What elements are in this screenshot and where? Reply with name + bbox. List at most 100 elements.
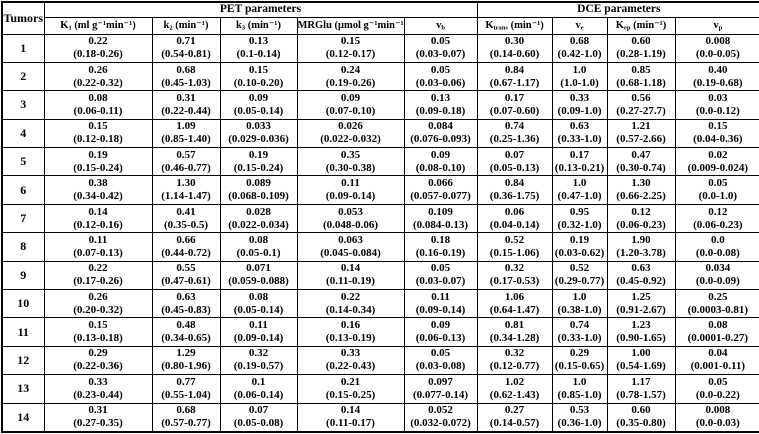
data-cell-ve: 0.63 (0.33-1.0) — [551, 118, 608, 149]
cell-range: (0.12-0.16) — [73, 218, 123, 231]
data-cell-vb: 0.18 (0.16-0.19) — [403, 232, 478, 262]
cell-range: (0.0-0.03) — [695, 417, 740, 430]
cell-mean-value: 1.06 — [504, 290, 525, 303]
data-cell-k3: 0.028 (0.022-0.034) — [219, 203, 298, 234]
cell-mean-value: 0.1 — [251, 375, 266, 388]
data-cell-k3: 0.07 (0.05-0.08) — [219, 402, 298, 433]
cell-range: (0.06-0.11) — [73, 104, 123, 117]
cell-mean-value: 0.29 — [88, 347, 108, 360]
tumor-number: 1 — [1, 33, 45, 63]
column-header-kep: Kep (min⁻¹) — [606, 16, 676, 35]
data-cell-vp: 0.08 (0.0001-0.27) — [674, 317, 759, 347]
column-symbol: v — [713, 19, 719, 31]
cell-range: (0.57-2.66) — [616, 133, 666, 146]
cell-mean-value: 0.66 — [176, 233, 196, 246]
table-row-tumor-5: 5 0.19 (0.15-0.24) 0.57 (0.46-0.77) 0.19 (0.15… — [1, 147, 759, 177]
cell-range: (0.1-0.14) — [236, 48, 281, 61]
column-symbol: v — [436, 19, 442, 31]
cell-range: (0.03-0.07) — [415, 275, 466, 288]
cell-mean-value: 0.95 — [569, 205, 590, 218]
cell-range: (0.077-0.14) — [413, 388, 469, 401]
cell-mean-value: 0.22 — [88, 35, 108, 48]
cell-mean-value: 0.14 — [340, 404, 361, 417]
cell-range: (0.64-1.47) — [489, 303, 540, 316]
data-cell-ktrans: 0.84 (0.36-1.75) — [476, 175, 553, 205]
cell-mean-value: 0.05 — [708, 375, 728, 388]
cell-mean-value: 0.11 — [431, 290, 450, 303]
cell-range: (0.09-0.14) — [233, 332, 284, 345]
tumor-number: 2 — [1, 61, 45, 92]
cell-range: (0.17-0.53) — [489, 275, 540, 288]
cell-range: (0.09-0.18) — [415, 104, 466, 117]
data-cell-kep: 0.85 (0.68-1.18) — [606, 61, 676, 92]
cell-mean-value: 0.41 — [176, 205, 196, 218]
data-cell-k3: 0.32 (0.19-0.57) — [219, 345, 298, 376]
data-cell-k1: 0.38 (0.34-0.42) — [43, 175, 153, 205]
column-symbol: k — [163, 19, 170, 31]
cell-mean-value: 1.0 — [572, 63, 587, 76]
cell-mean-value: 0.07 — [504, 148, 525, 161]
cell-mean-value: 0.052 — [428, 404, 453, 417]
data-cell-k1: 0.29 (0.22-0.36) — [43, 345, 153, 376]
data-cell-k2: 0.41 (0.35-0.5) — [151, 203, 221, 234]
tumor-number: 8 — [1, 232, 45, 262]
data-cell-ve: 0.95 (0.32-1.0) — [551, 203, 608, 234]
cell-range: (0.36-1.0) — [557, 417, 602, 430]
data-cell-vp: 0.40 (0.19-0.68) — [674, 61, 759, 92]
column-symbol-subscript: 2 — [169, 24, 173, 32]
column-header-ve: ve — [551, 16, 608, 35]
cell-range: (0.0003-0.81) — [687, 303, 749, 316]
cell-mean-value: 0.089 — [246, 177, 271, 190]
data-cell-k1: 0.15 (0.12-0.18) — [43, 118, 153, 149]
data-cell-vb: 0.09 (0.08-0.10) — [403, 147, 478, 177]
data-cell-ve: 0.17 (0.13-0.21) — [551, 147, 608, 177]
data-cell-vb: 0.109 (0.084-0.13) — [403, 203, 478, 234]
cell-mean-value: 0.15 — [708, 120, 728, 133]
data-cell-ve: 0.68 (0.42-1.0) — [551, 33, 608, 63]
data-cell-k3: 0.19 (0.15-0.24) — [219, 147, 298, 177]
data-cell-k1: 0.26 (0.20-0.32) — [43, 289, 153, 319]
data-cell-ve: 0.19 (0.03-0.62) — [551, 232, 608, 262]
cell-range: (0.0-0.22) — [695, 388, 740, 401]
cell-range: (1.0-1.0) — [560, 76, 599, 89]
cell-mean-value: 0.52 — [504, 233, 525, 246]
data-cell-k3: 0.09 (0.05-0.14) — [219, 90, 298, 120]
data-cell-ve: 1.0 (1.0-1.0) — [551, 61, 608, 92]
data-cell-kep: 1.30 (0.66-2.25) — [606, 175, 676, 205]
column-symbol: k — [236, 19, 242, 31]
cell-range: (0.35-0.5) — [164, 218, 208, 231]
cell-mean-value: 0.35 — [340, 148, 361, 161]
data-cell-vb: 0.084 (0.076-0.093) — [403, 118, 478, 149]
data-cell-k2: 0.63 (0.45-0.83) — [151, 289, 221, 319]
cell-range: (0.03-0.08) — [415, 360, 466, 373]
data-cell-vb: 0.05 (0.03-0.07) — [403, 260, 478, 291]
data-cell-vp: 0.05 (0.0-0.22) — [674, 374, 759, 404]
data-cell-k1: 0.22 (0.17-0.26) — [43, 260, 153, 291]
data-cell-mrglu: 0.24 (0.19-0.26) — [296, 61, 405, 92]
cell-mean-value: 0.053 — [338, 205, 363, 218]
data-cell-ve: 0.53 (0.36-1.0) — [551, 402, 608, 433]
cell-mean-value: 0.81 — [504, 319, 525, 332]
data-cell-vb: 0.066 (0.057-0.077) — [403, 175, 478, 205]
cell-mean-value: 0.19 — [248, 148, 269, 161]
data-cell-ktrans: 0.32 (0.12-0.77) — [476, 345, 553, 376]
cell-range: (0.07-0.13) — [73, 246, 123, 259]
cell-range: (0.04-0.36) — [693, 133, 743, 146]
cell-mean-value: 0.09 — [248, 91, 269, 104]
data-cell-ve: 1.0 (0.47-1.0) — [551, 175, 608, 205]
cell-range: (0.13-0.19) — [325, 332, 376, 345]
data-cell-mrglu: 0.026 (0.022-0.032) — [296, 118, 405, 149]
cell-mean-value: 0.0 — [710, 233, 725, 246]
cell-range: (0.05-0.14) — [233, 104, 284, 117]
cell-mean-value: 0.14 — [340, 262, 361, 275]
cell-mean-value: 0.05 — [430, 262, 451, 275]
cell-mean-value: 0.32 — [504, 262, 525, 275]
cell-range: (0.54-0.81) — [161, 48, 211, 61]
cell-range: (0.06-0.23) — [616, 218, 666, 231]
cell-mean-value: 0.63 — [176, 290, 196, 303]
tumor-number: 6 — [1, 175, 45, 205]
cell-mean-value: 0.33 — [569, 91, 590, 104]
cell-mean-value: 0.03 — [708, 91, 728, 104]
cell-range: (0.36-1.75) — [489, 190, 540, 203]
cell-range: (0.22-0.32) — [73, 76, 123, 89]
